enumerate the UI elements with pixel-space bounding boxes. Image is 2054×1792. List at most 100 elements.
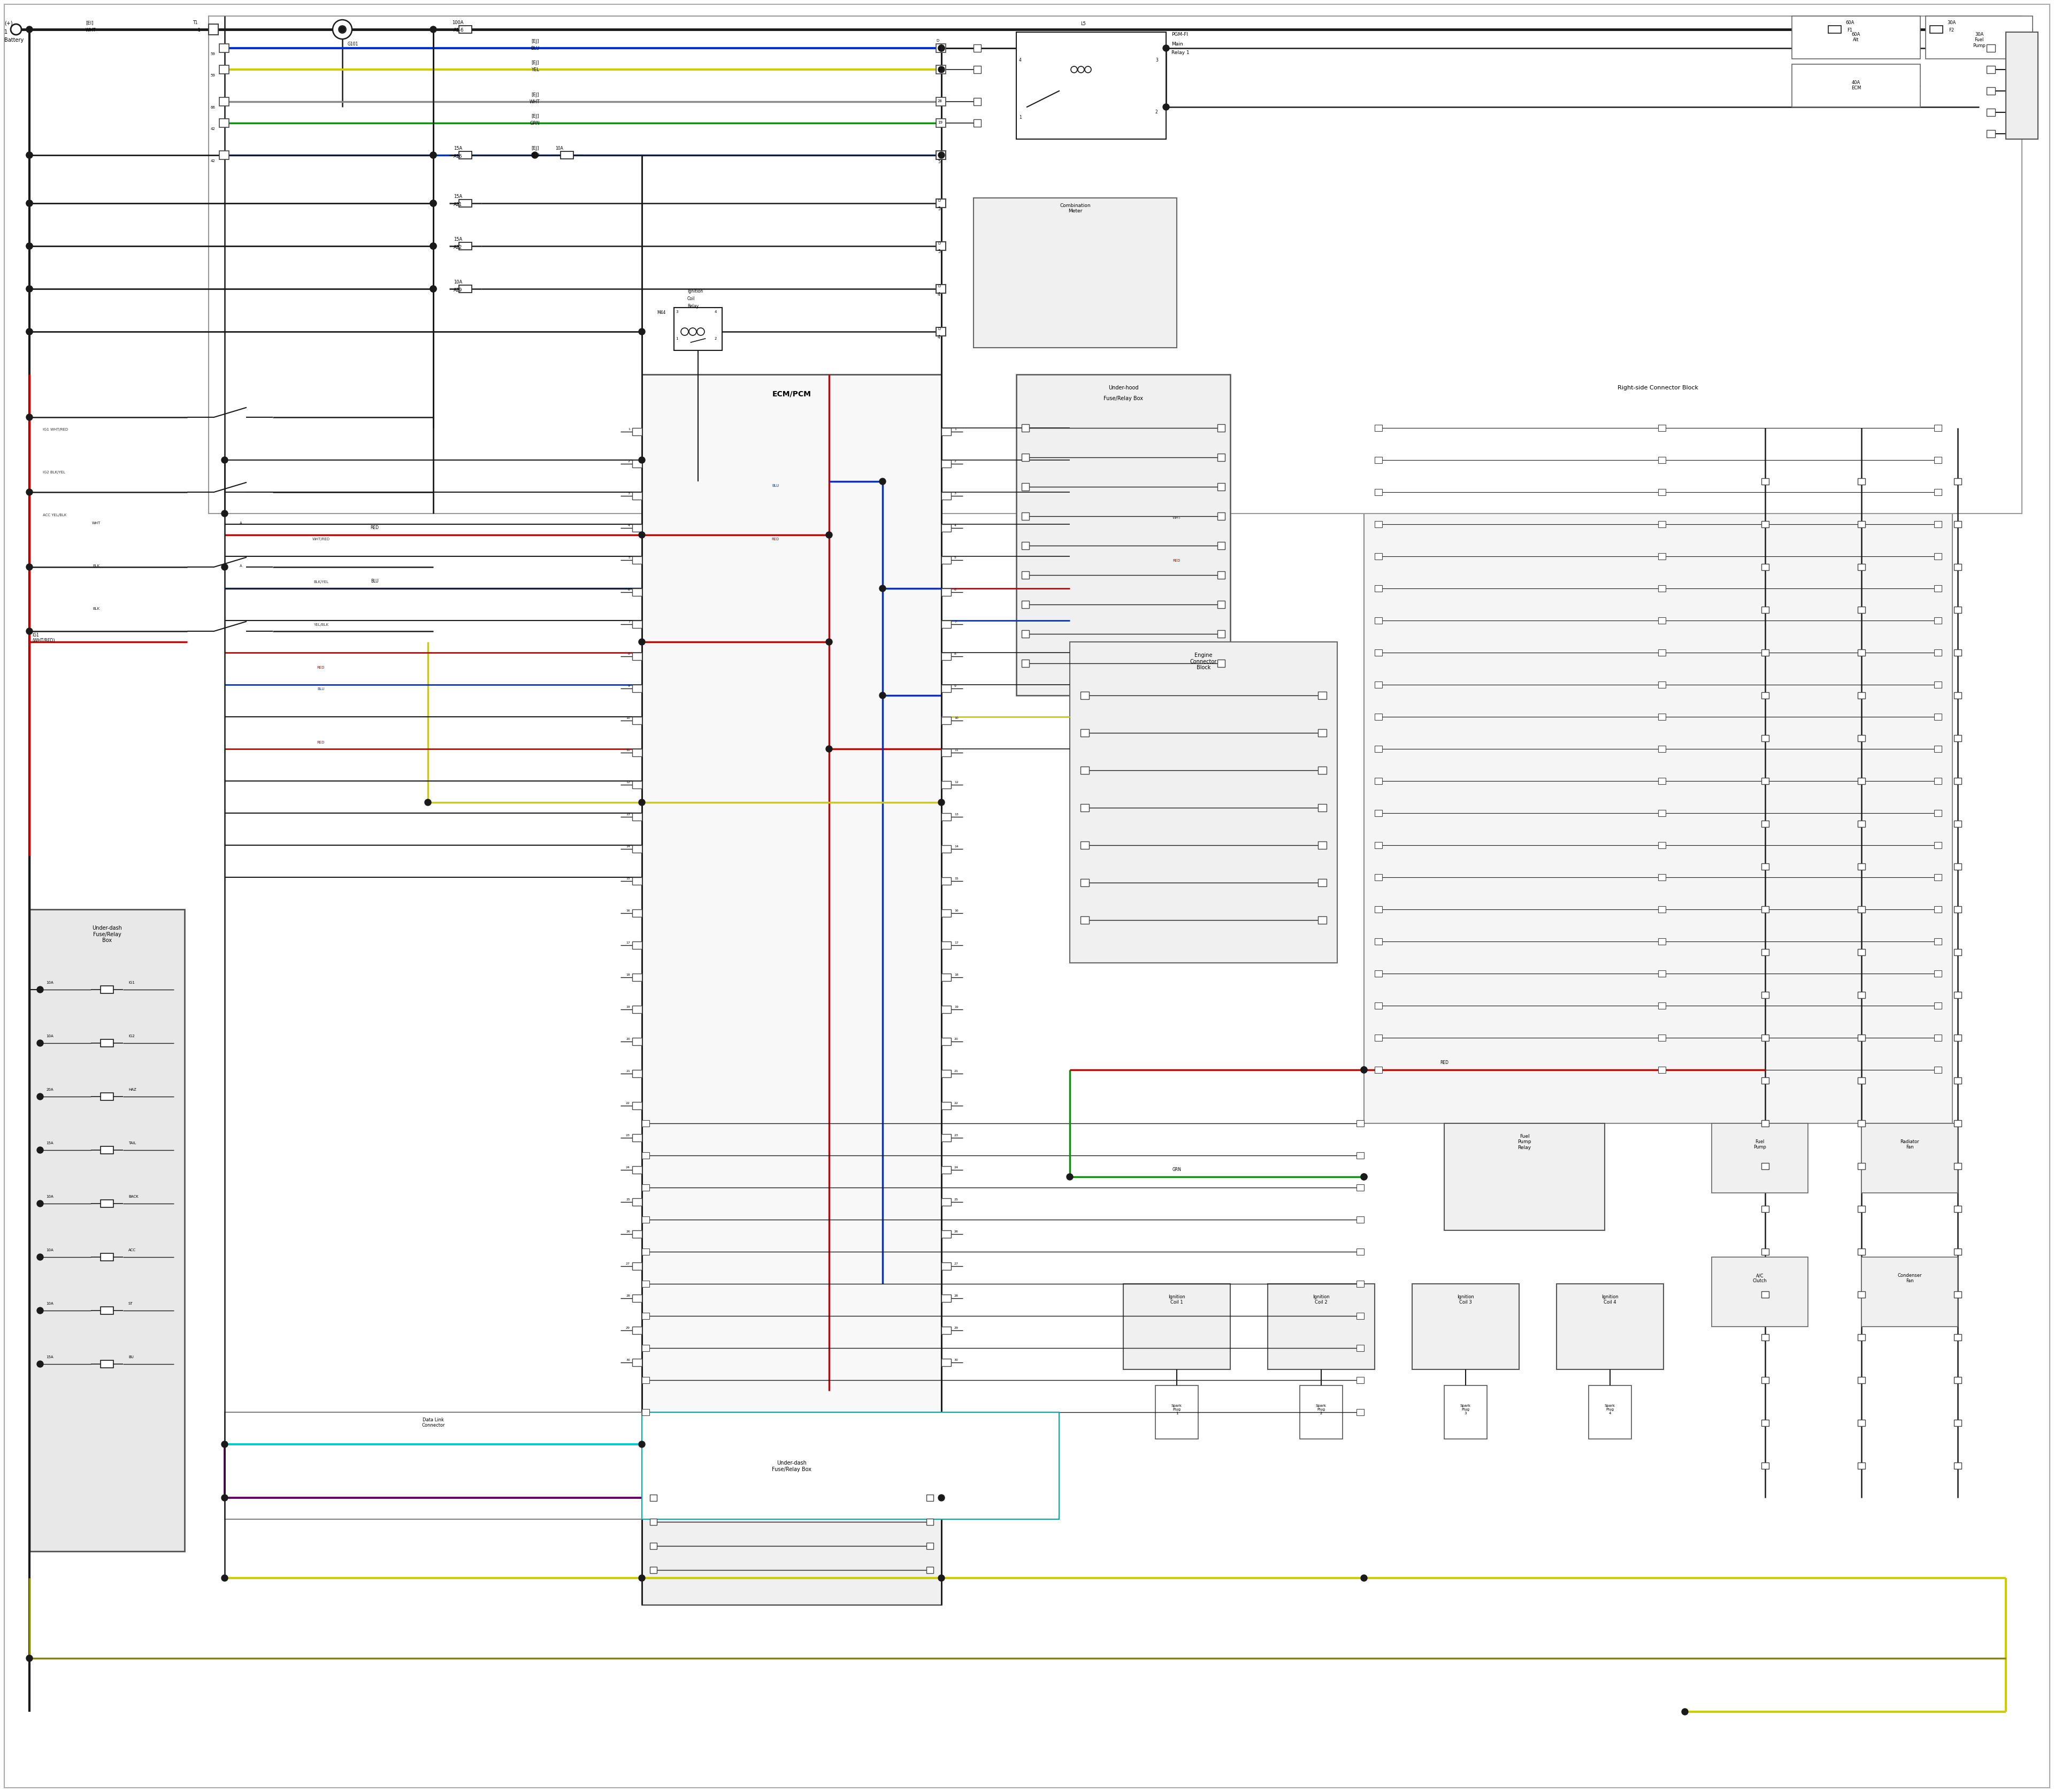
Bar [1762, 864, 1768, 869]
Bar [1374, 874, 1382, 880]
Text: 60A
Alt: 60A Alt [1853, 32, 1861, 43]
Bar [1986, 66, 1994, 73]
Bar [941, 1005, 951, 1012]
Bar [1762, 735, 1768, 742]
Bar [1791, 16, 1920, 59]
Bar [1319, 767, 1327, 774]
Text: RED: RED [1173, 559, 1181, 563]
Bar [633, 461, 641, 468]
Text: 17: 17 [626, 941, 631, 944]
Bar [1762, 1249, 1768, 1254]
Bar [974, 197, 1177, 348]
Bar [1762, 1376, 1768, 1383]
Bar [937, 242, 945, 251]
Bar [937, 118, 945, 127]
Text: TAIL: TAIL [127, 1142, 136, 1145]
Bar [1658, 681, 1666, 688]
Bar [1857, 864, 1865, 869]
Text: 15A: 15A [454, 194, 462, 199]
Circle shape [27, 201, 33, 206]
Text: Ignition
Coil 4: Ignition Coil 4 [1602, 1294, 1619, 1305]
Circle shape [222, 1441, 228, 1448]
Bar [1953, 1077, 1962, 1084]
Circle shape [639, 532, 645, 538]
Bar [1762, 1034, 1768, 1041]
Text: 29: 29 [626, 1326, 631, 1330]
Bar [1857, 735, 1865, 742]
Text: 20: 20 [955, 1038, 959, 1041]
Bar [1935, 907, 1941, 912]
Bar [1021, 513, 1029, 520]
Bar [1218, 453, 1224, 461]
Bar [1658, 616, 1666, 624]
Text: 24: 24 [955, 1167, 959, 1168]
Bar [649, 1543, 657, 1548]
Bar [101, 1201, 113, 1208]
Bar [1861, 1124, 1957, 1193]
Bar [1218, 631, 1224, 638]
Bar [937, 285, 945, 294]
Text: RED: RED [772, 538, 778, 541]
Text: BLU: BLU [318, 688, 325, 690]
Bar [1218, 541, 1224, 550]
Bar [633, 1199, 641, 1206]
Bar [1218, 484, 1224, 491]
Text: 40A
ECM: 40A ECM [1851, 81, 1861, 91]
Text: 9: 9 [955, 685, 957, 688]
Bar [1021, 453, 1029, 461]
Circle shape [1070, 66, 1076, 73]
Circle shape [37, 1093, 43, 1100]
Text: 10A: 10A [45, 1303, 53, 1305]
Bar [1857, 649, 1865, 656]
Circle shape [1682, 1708, 1688, 1715]
Circle shape [1360, 1066, 1368, 1073]
Bar [1588, 1385, 1631, 1439]
Bar [1021, 600, 1029, 607]
Text: F2: F2 [1949, 29, 1953, 32]
Text: 15: 15 [955, 878, 959, 880]
Bar [633, 493, 641, 500]
Bar [641, 1281, 649, 1287]
Bar [1444, 1124, 1604, 1231]
Text: 5: 5 [939, 159, 941, 165]
Bar [641, 1120, 649, 1127]
Circle shape [27, 201, 33, 206]
Bar [1953, 778, 1962, 785]
Bar [1857, 1419, 1865, 1426]
Text: 20A: 20A [45, 1088, 53, 1091]
Bar [1927, 16, 2033, 59]
Text: 59: 59 [210, 52, 216, 56]
Bar [1658, 969, 1666, 977]
Bar [1021, 425, 1029, 432]
Text: 10A: 10A [454, 280, 462, 285]
Bar [649, 1518, 657, 1525]
Bar [1857, 1163, 1865, 1170]
Circle shape [429, 201, 435, 206]
Text: IG1 WHT/RED: IG1 WHT/RED [43, 428, 68, 432]
Bar [941, 1102, 951, 1109]
Text: RED: RED [1440, 1061, 1448, 1064]
Bar [633, 1326, 641, 1333]
Bar [1658, 810, 1666, 817]
Circle shape [222, 564, 228, 570]
Text: 27: 27 [955, 1262, 959, 1265]
Bar [941, 1199, 951, 1206]
Circle shape [27, 285, 33, 292]
Bar [649, 1495, 657, 1502]
Circle shape [1163, 45, 1169, 52]
Bar [1658, 713, 1666, 720]
Bar [633, 685, 641, 692]
Bar [1070, 642, 1337, 962]
Bar [1953, 864, 1962, 869]
Bar [941, 525, 951, 532]
Bar [1953, 1419, 1962, 1426]
Text: 13: 13 [955, 814, 959, 815]
Bar [1935, 521, 1941, 527]
Circle shape [339, 27, 345, 32]
Text: WHT: WHT [1173, 516, 1181, 520]
Bar [1080, 842, 1089, 849]
Text: 10A: 10A [45, 1195, 53, 1199]
Bar [633, 588, 641, 597]
Circle shape [939, 1495, 945, 1502]
Bar [1374, 457, 1382, 464]
